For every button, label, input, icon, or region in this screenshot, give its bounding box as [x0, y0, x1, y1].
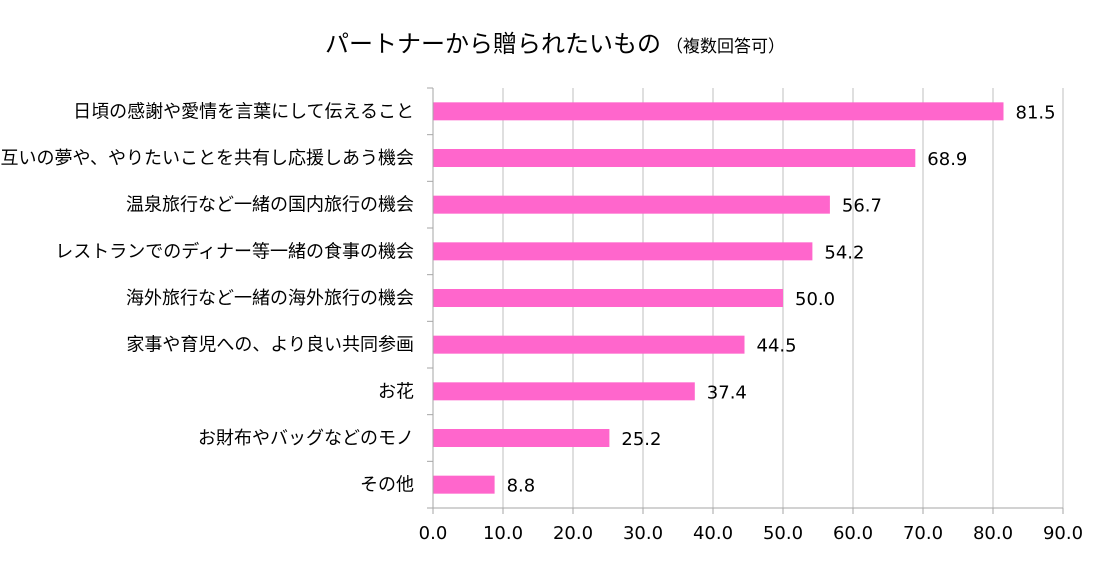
axes: [427, 87, 1064, 514]
bar: [433, 149, 916, 167]
bar: [433, 242, 813, 261]
data-label: 81.5: [1016, 102, 1056, 123]
x-tick-label: 80.0: [973, 523, 1013, 544]
x-tick-label: 90.0: [1043, 523, 1083, 544]
x-tick-label: 60.0: [833, 523, 873, 544]
x-tick-label: 50.0: [763, 523, 803, 544]
bars: [433, 102, 1004, 494]
chart-subtitle: （複数回答可）: [666, 37, 785, 57]
data-label: 68.9: [927, 149, 967, 170]
category-label: その他: [360, 475, 414, 496]
data-label: 25.2: [621, 429, 661, 450]
category-label: レストランでのディナー等一緒の食事の機会: [55, 241, 414, 262]
bar: [433, 102, 1004, 121]
category-label: お花: [378, 381, 414, 402]
data-label: 44.5: [757, 336, 797, 357]
category-label: 家事や育児への、より良い共同参画: [126, 335, 414, 356]
category-label: 日頃の感謝や愛情を言葉にして伝えること: [73, 101, 414, 122]
bar: [433, 382, 695, 401]
data-label: 54.2: [824, 242, 864, 263]
chart-title-main: パートナーから贈られたいもの: [325, 30, 661, 58]
x-tick-label: 0.0: [419, 523, 448, 544]
category-label: 互いの夢や、やりたいことを共有し応援しあう機会: [1, 148, 414, 169]
bar: [433, 195, 830, 214]
x-tick-label: 30.0: [623, 523, 663, 544]
bar: [433, 289, 783, 307]
x-tick-label: 40.0: [693, 523, 733, 544]
bar: [433, 429, 610, 447]
labels: 0.0 10.0 20.0 30.0 40.0 50.0 60.0 70.0 80.0 90.0 日…: [1, 101, 1084, 544]
data-label: 56.7: [842, 196, 882, 217]
data-label: 37.4: [707, 382, 747, 403]
chart-title: パートナーから贈られたいもの （複数回答可）: [325, 30, 785, 58]
data-label: 50.0: [795, 289, 835, 310]
bar: [433, 475, 495, 494]
category-label: 海外旅行など一緒の海外旅行の機会: [126, 288, 414, 309]
x-tick-label: 20.0: [553, 523, 593, 544]
data-label: 8.8: [507, 476, 536, 497]
x-tick-label: 70.0: [903, 523, 943, 544]
category-label: 温泉旅行など一緒の国内旅行の機会: [126, 195, 414, 216]
bar: [433, 335, 745, 354]
x-tick-label: 10.0: [483, 523, 523, 544]
category-label: お財布やバッグなどのモノ: [198, 428, 414, 449]
